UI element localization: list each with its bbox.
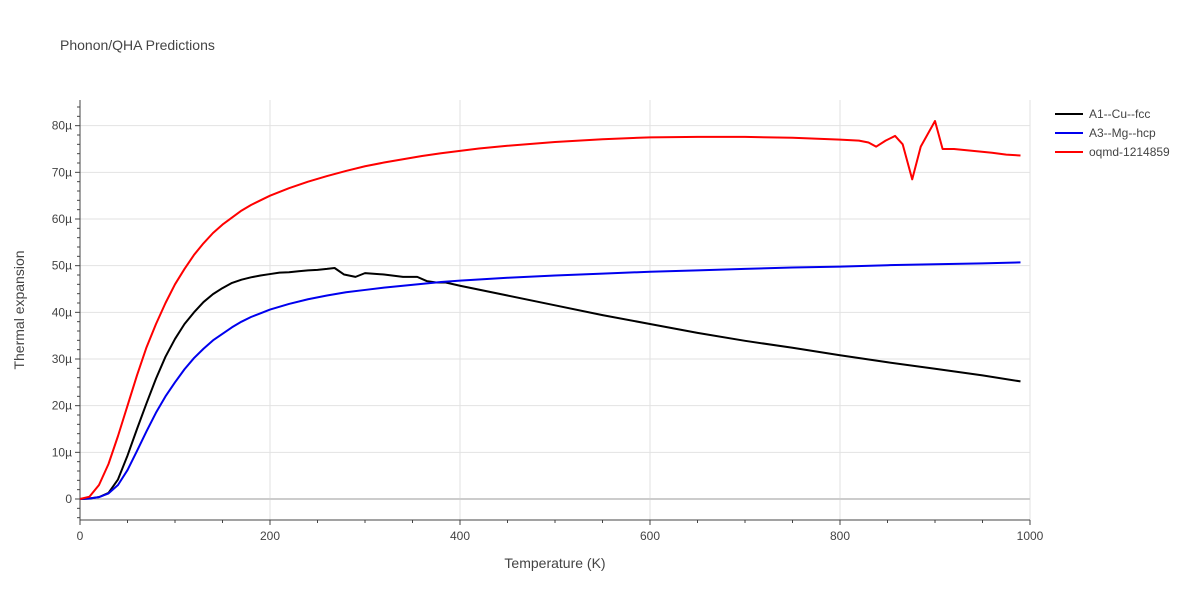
y-tick-label: 60µ [52,212,72,226]
legend-label: oqmd-1214859 [1089,145,1170,159]
y-tick-label: 0 [65,492,72,506]
y-tick-label: 70µ [52,165,72,179]
axis-layer: 0 200 400 600 800 1000 0 10µ 20µ 30µ 40µ 50µ 60µ 70µ 8… [52,100,1044,543]
legend-label: A1--Cu--fcc [1089,107,1150,121]
series-line-oqmd-1214859 [79,120,1021,500]
grid-layer [80,100,1031,520]
y-tick-label: 10µ [52,445,72,459]
x-tick-label: 0 [77,529,84,543]
x-tick-label: 200 [260,529,280,543]
y-tick-label: 30µ [52,352,72,366]
y-tick-label: 20µ [52,399,72,413]
legend-label: A3--Mg--hcp [1089,126,1156,140]
x-tick-label: 1000 [1017,529,1044,543]
y-tick-label: 40µ [52,305,72,319]
y-axis-title: Thermal expansion [11,250,27,369]
series-line-A1--Cu--fcc [79,267,1021,500]
legend-item-A1--Cu--fcc[interactable]: A1--Cu--fcc [1055,107,1150,121]
x-tick-label: 800 [830,529,850,543]
y-tick-label: 50µ [52,259,72,273]
legend-item-oqmd-1214859[interactable]: oqmd-1214859 [1055,145,1170,159]
x-tick-label: 400 [450,529,470,543]
series-layer [79,120,1021,500]
series-line-A3--Mg--hcp [79,261,1021,500]
chart-legend[interactable]: A1--Cu--fcc A3--Mg--hcp oqmd-1214859 [1055,107,1170,159]
y-tick-label: 80µ [52,119,72,133]
chart-title: Phonon/QHA Predictions [60,37,215,53]
x-axis-title: Temperature (K) [504,555,605,571]
legend-item-A3--Mg--hcp[interactable]: A3--Mg--hcp [1055,126,1156,140]
x-tick-label: 600 [640,529,660,543]
